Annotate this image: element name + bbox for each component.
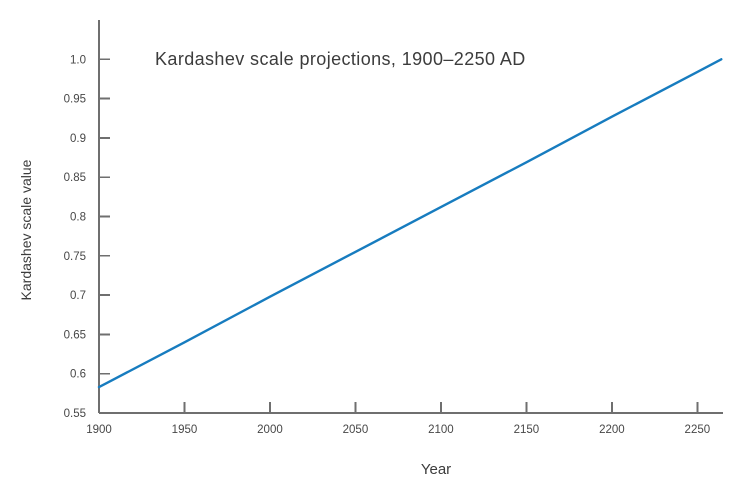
x-tick-label: 1900 xyxy=(86,424,112,436)
y-axis-label: Kardashev scale value xyxy=(18,159,34,300)
x-tick-label: 2150 xyxy=(514,424,540,436)
projection-line xyxy=(97,58,723,389)
x-axis-label: Year xyxy=(421,461,451,478)
axes xyxy=(98,20,723,414)
y-tick-label: 0.65 xyxy=(64,329,86,341)
y-tick-label: 1.0 xyxy=(70,54,86,66)
chart-title: Kardashev scale projections, 1900–2250 A… xyxy=(155,49,526,69)
x-tick-label: 2050 xyxy=(343,424,369,436)
y-tick-label: 0.6 xyxy=(70,369,86,381)
x-tick-label: 2000 xyxy=(257,424,283,436)
x-tick-label: 2250 xyxy=(685,424,711,436)
y-tick-label: 0.55 xyxy=(64,408,86,420)
y-tick-label: 0.85 xyxy=(64,172,86,184)
y-tick-label: 0.8 xyxy=(70,212,86,224)
x-tick-label: 1950 xyxy=(172,424,198,436)
y-tick-label: 0.9 xyxy=(70,133,86,145)
x-tick-label: 2100 xyxy=(428,424,454,436)
x-axis-ticks: 1900 1950 2000 2050 2100 2150 2200 2250 xyxy=(86,402,710,436)
y-tick-label: 0.75 xyxy=(64,251,86,263)
y-tick-label: 0.7 xyxy=(70,290,86,302)
x-tick-label: 2200 xyxy=(599,424,625,436)
data-series xyxy=(97,58,723,389)
y-axis-ticks: 0.55 0.6 0.65 0.7 0.75 0.8 0.85 0.9 0.95 1.0 xyxy=(64,54,110,420)
y-tick-label: 0.95 xyxy=(64,94,86,106)
